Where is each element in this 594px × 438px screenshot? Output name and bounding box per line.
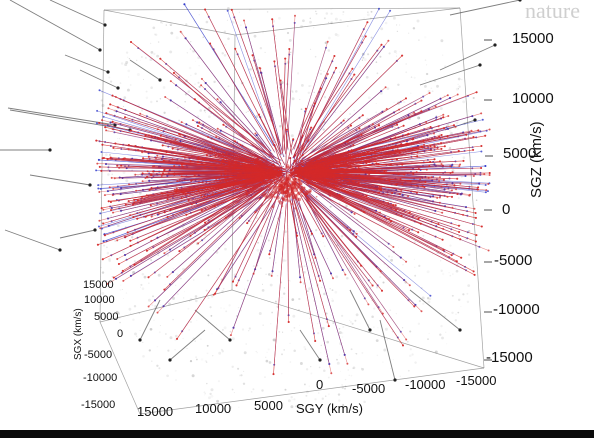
- sgx-axis-label: SGX (km/s): [73, 308, 84, 360]
- sgz-tick-label: -5000: [494, 252, 533, 269]
- sgx-tick-label: -10000: [83, 372, 118, 384]
- sgx-tick-label: 15000: [83, 279, 114, 291]
- sgy-tick-label: -15000: [456, 373, 497, 388]
- bottom-letterbox-bar: [0, 430, 594, 438]
- sgy-tick-label: 5000: [254, 398, 283, 413]
- sgy-tick-label: 0: [316, 377, 324, 392]
- axis-tick-marks: [484, 39, 493, 361]
- outflow-velocity-vectors: [95, 8, 491, 376]
- sgx-tick-label: 5000: [94, 311, 119, 323]
- sgx-tick-label: 0: [117, 328, 124, 340]
- sgz-tick-label: -10000: [493, 301, 540, 318]
- sgz-tick-label: 0: [502, 201, 511, 218]
- sgz-tick-label: -15000: [486, 349, 533, 366]
- sgy-axis-label: SGY (km/s): [296, 401, 363, 416]
- sgx-tick-label: -15000: [81, 399, 116, 411]
- sgy-tick-label: 10000: [195, 401, 232, 416]
- sgy-tick-label: -5000: [352, 381, 386, 396]
- sgx-tick-label: 10000: [84, 294, 115, 306]
- sgz-axis-label: SGZ (km/s): [528, 121, 545, 198]
- sgz-tick-label: 5000: [503, 145, 537, 162]
- sgz-tick-label: 10000: [512, 90, 554, 107]
- nature-watermark: nature: [525, 0, 580, 23]
- sgy-tick-label: -10000: [405, 377, 446, 392]
- sgx-tick-label: -5000: [84, 349, 113, 361]
- sgy-tick-label: 15000: [137, 404, 174, 419]
- sgz-tick-label: 15000: [512, 30, 554, 47]
